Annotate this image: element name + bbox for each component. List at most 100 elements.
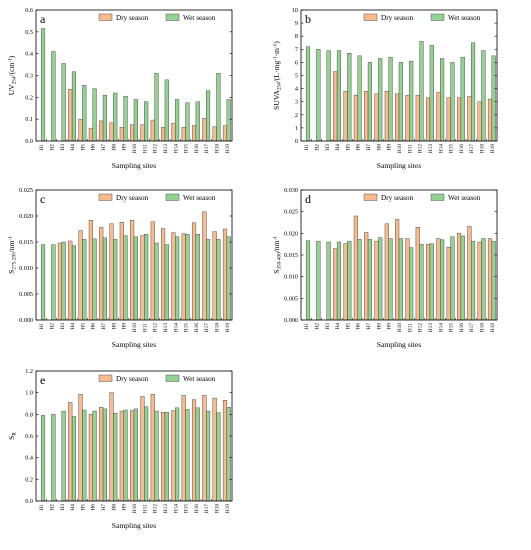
bar-wet-H17 [206,239,211,321]
y-axis-title: S275-295/nm-1 [7,236,18,274]
y-tick-label: 2 [295,112,298,119]
bar-dry-H16 [191,125,197,142]
y-axis-title-part: /(cm [7,63,16,77]
x-tick-label: H6 [91,323,97,330]
bar-wet-H4 [336,50,342,142]
x-tick-label: H3 [60,323,66,330]
bar-wet-H7 [102,94,107,142]
y-tick-label: 0.010 [284,274,298,281]
y-tick-label: 0.010 [19,265,33,272]
bar-wet-H4 [71,416,77,502]
bar-dry-H4 [333,71,338,142]
y-axis-title-part: UV [7,84,16,95]
x-tick-label: H10 [397,323,403,333]
bar-wet-H1 [305,240,311,321]
x-tick-label: H14 [438,144,444,154]
legend-label-wet: Wet season [183,375,216,383]
x-tick-label: H7 [101,144,107,151]
bar-wet-H8 [113,92,118,142]
chart-panel-c: 0.000 0.005 0.010 0.015 0.020 0.025 H1 H2 H3 H4 H5… [7,187,233,349]
legend-swatch-wet [165,13,180,21]
x-tick-label: H12 [153,504,159,514]
y-axis-title: SUVA254/(L·mg-1·m-1) [272,41,283,110]
bar-wet-H2 [316,240,321,321]
bar-dry-H9 [119,127,124,142]
bar-wet-H8 [113,239,118,321]
bar-wet-H12 [154,242,159,321]
bar-wet-H12 [154,73,159,142]
bar-wet-H11 [409,247,414,321]
bar-dry-H17 [202,211,207,321]
bar-wet-H5 [347,53,352,142]
y-tick-label: 0.2 [25,94,33,101]
x-tick-label: H2 [49,504,55,511]
bar-dry-H10 [395,93,400,142]
x-tick-label: H12 [418,323,424,333]
y-axis-title-part: S [7,270,16,274]
bar-dry-H13 [426,97,431,142]
bar-dry-H15 [181,233,186,321]
x-tick-label: H18 [480,323,486,333]
y-tick-label: 0.0 [25,138,33,145]
y-tick-label: 5 [295,73,298,80]
x-tick-label: H1 [304,323,310,330]
x-axis-title: Sampling sites [112,521,157,530]
bar-wet-H17 [206,90,211,142]
x-tick-label: H17 [204,504,210,514]
y-axis-title-part: ) [272,41,281,44]
chart-panel-b: 0 1 2 3 4 5 6 7 8 9 10 H1 H2 H3 H4 H5 H6 H7 H8 H9 H10 H11 H12 H… [272,7,498,170]
legend-swatch-dry [363,193,378,201]
legend-swatch-dry [98,13,113,21]
y-tick-label: 0.0 [25,498,33,505]
x-tick-label: H15 [449,323,455,333]
x-tick-label: H15 [184,504,190,514]
x-tick-label: H18 [215,504,221,514]
bar-wet-H10 [133,408,138,502]
bar-wet-H2 [51,244,56,321]
x-tick-label: H18 [480,144,486,154]
bar-wet-H9 [123,409,128,502]
x-tick-label: H13 [163,144,169,154]
x-tick-label: H6 [91,504,97,511]
x-tick-label: H6 [356,323,362,330]
y-axis-title: UV254/(cm-1) [7,55,18,95]
chart-panel-a: 0.0 0.1 0.2 0.3 0.4 0.5 0.6 H1 H2 H3 H4 H5 H6 H7 H8 H9 H… [7,7,233,170]
y-tick-label: 0.015 [19,239,33,246]
bar-wet-H5 [82,85,87,142]
bar-dry-H7 [99,227,104,321]
y-tick-label: 0.020 [284,230,298,237]
bar-dry-H9 [119,410,124,502]
bar-dry-H11 [140,235,145,321]
bar-wet-H11 [144,233,149,321]
bar-dry-H17 [202,395,207,502]
y-tick-label: 0.020 [19,213,33,220]
bar-dry-H4 [68,89,73,142]
bar-wet-H18 [481,50,486,142]
x-tick-label: H5 [345,144,351,151]
x-tick-label: H8 [376,323,382,330]
bar-wet-H16 [460,56,465,142]
bar-wet-H14 [440,239,445,321]
bar-wet-H18 [216,239,221,321]
y-axis-title-part: -1 [8,236,14,241]
bar-wet-H14 [175,236,180,321]
x-tick-label: H3 [60,144,66,151]
bar-dry-H8 [374,93,379,142]
bar-wet-H6 [92,238,97,321]
x-tick-label: H14 [173,504,179,514]
y-tick-label: 8 [295,33,298,40]
bar-dry-H9 [384,91,389,142]
bar-wet-H18 [216,73,221,142]
bar-wet-H4 [336,241,342,321]
bar-dry-H17 [467,226,472,321]
x-tick-label: H11 [407,144,413,153]
x-axis-title: Sampling sites [112,161,157,170]
x-tick-label: H3 [325,323,331,330]
bar-wet-H9 [123,96,128,142]
x-tick-label: H4 [70,504,76,511]
bar-dry-H11 [405,238,410,321]
bar-wet-H18 [481,238,486,321]
y-axis-title: SR [7,432,18,440]
panel-label: c [40,192,45,206]
y-axis-title-part: SUVA [272,90,281,110]
